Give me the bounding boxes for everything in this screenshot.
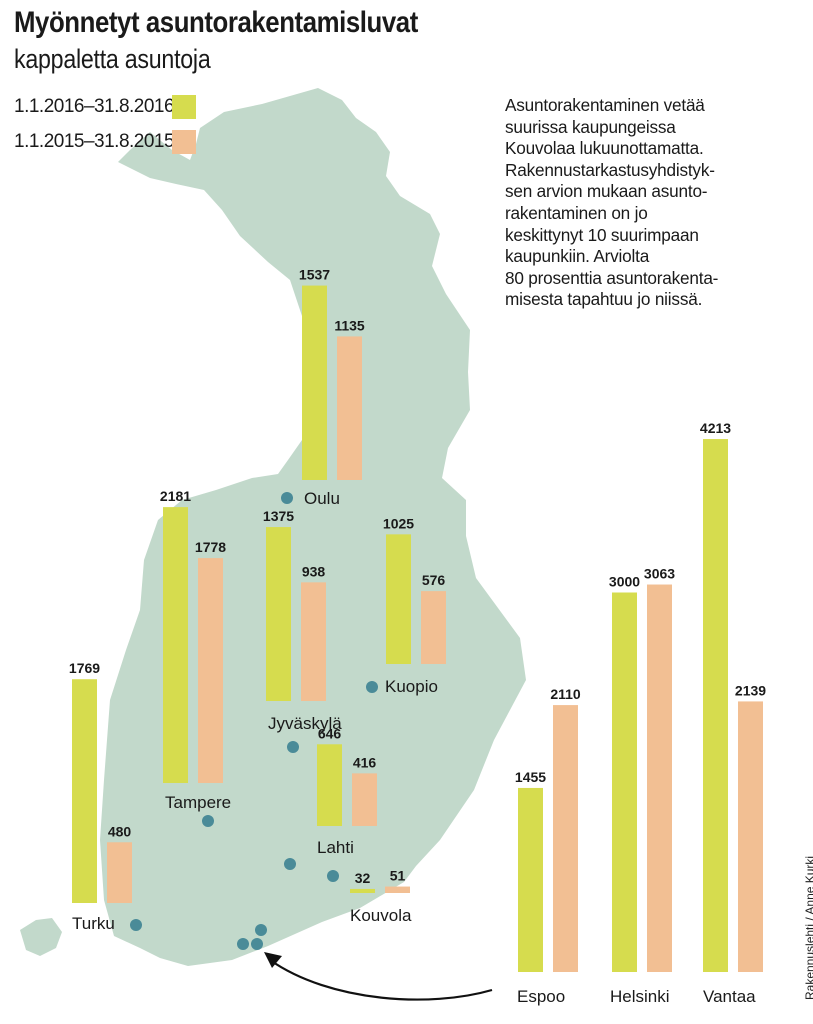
legend-swatch-2016	[172, 95, 196, 119]
legend-swatch-2015	[172, 130, 196, 154]
data-label-turku-2015: 480	[108, 823, 132, 839]
city-dot-turku	[130, 919, 142, 931]
bar-espoo-2016	[518, 787, 543, 972]
bar-espoo-2015	[553, 705, 578, 972]
note-line: Asuntorakentaminen vetää	[505, 95, 705, 115]
city-label-oulu: Oulu	[304, 489, 340, 508]
note-line: sen arvion mukaan asunto-	[505, 181, 708, 202]
bar-kuopio-2016	[386, 534, 411, 664]
capital-area-city-dot	[251, 938, 263, 950]
bar-helsinki-2015	[647, 584, 672, 972]
city-label-kouvola: Kouvola	[350, 906, 412, 925]
city-label-lahti: Lahti	[317, 838, 354, 857]
data-label-kouvola-2015: 51	[390, 868, 406, 884]
data-label-oulu-2015: 1135	[334, 317, 365, 333]
note-line: Rakennustarkastusyhdistyk-	[505, 159, 715, 180]
city-label-vantaa: Vantaa	[703, 987, 756, 1006]
data-label-espoo-2016: 1455	[515, 769, 546, 785]
data-label-oulu-2016: 1537	[299, 267, 330, 283]
legend-label-2016: 1.1.2016–31.8.2016	[14, 96, 175, 117]
capital-area-city-dot	[237, 938, 249, 950]
data-label-jyväskylä-2016: 1375	[263, 508, 294, 524]
city-dot-kouvola	[327, 870, 339, 882]
capital-area-city-dot	[255, 924, 267, 936]
source-credit: Rakennuslehti / Anne Kurki	[803, 855, 813, 1000]
city-label-kuopio: Kuopio	[385, 677, 438, 696]
legend-label-2015: 1.1.2015–31.8.2015	[14, 131, 175, 152]
bar-kouvola-2015	[385, 886, 410, 893]
bar-tampere-2016	[163, 507, 188, 783]
city-label-helsinki: Helsinki	[610, 987, 670, 1006]
note-line: keskittynyt 10 suurimpaan	[505, 224, 699, 245]
data-label-kuopio-2016: 1025	[383, 515, 414, 531]
bar-kuopio-2015	[421, 591, 446, 664]
data-label-tampere-2016: 2181	[160, 488, 191, 504]
bar-lahti-2016	[317, 744, 342, 826]
bar-kouvola-2016	[350, 888, 375, 893]
data-label-espoo-2015: 2110	[550, 686, 581, 702]
chart-subtitle: kappaletta asuntoja	[14, 44, 211, 74]
city-dot-lahti	[284, 858, 296, 870]
city-label-espoo: Espoo	[517, 987, 565, 1006]
data-label-turku-2016: 1769	[69, 660, 100, 676]
chart-title: Myönnetyt asuntorakentamisluvat	[14, 6, 418, 39]
bar-tampere-2015	[198, 558, 223, 783]
city-dot-tampere	[202, 815, 214, 827]
data-label-kouvola-2016: 32	[355, 870, 371, 886]
data-label-tampere-2015: 1778	[195, 539, 226, 555]
aland-islands	[20, 918, 62, 956]
note-line: Kouvolaa lukuunottamatta.	[505, 138, 704, 159]
bar-jyväskylä-2015	[301, 582, 326, 701]
note-text: Asuntorakentaminen vetää suurissa kaupun…	[505, 95, 775, 311]
helsinki-pointer-arrow	[269, 959, 493, 1001]
city-label-jyväskylä: Jyväskylä	[268, 714, 342, 733]
city-dot-kuopio	[366, 681, 378, 693]
data-label-lahti-2016: 646	[318, 725, 342, 741]
bar-vantaa-2016	[703, 439, 728, 972]
arrow-head	[264, 952, 282, 968]
note-line: rakentaminen on jo	[505, 202, 648, 223]
data-label-helsinki-2016: 3000	[609, 574, 640, 590]
note-line: misesta tapahtuu jo niissä.	[505, 289, 703, 310]
city-dot-oulu	[281, 492, 293, 504]
bar-vantaa-2015	[738, 701, 763, 972]
note-line: kaupunkiin. Arviolta	[505, 246, 650, 267]
note-line: suurissa kaupungeissa	[505, 116, 676, 137]
city-label-tampere: Tampere	[165, 793, 231, 812]
bar-turku-2016	[72, 679, 97, 903]
hailuoto-island	[254, 486, 274, 500]
bar-helsinki-2016	[612, 592, 637, 972]
note-line: 80 prosenttia asuntorakenta-	[505, 267, 719, 288]
data-label-kuopio-2015: 576	[422, 572, 446, 588]
city-dot-jyväskylä	[287, 741, 299, 753]
data-label-helsinki-2015: 3063	[644, 566, 675, 582]
bar-turku-2015	[107, 842, 132, 903]
city-label-turku: Turku	[72, 914, 115, 933]
bar-lahti-2015	[352, 773, 377, 826]
bar-oulu-2016	[302, 285, 327, 480]
bar-oulu-2015	[337, 336, 362, 480]
data-label-lahti-2015: 416	[353, 754, 377, 770]
data-label-jyväskylä-2015: 938	[302, 563, 326, 579]
bar-jyväskylä-2016	[266, 527, 291, 701]
data-label-vantaa-2015: 2139	[735, 682, 766, 698]
data-label-vantaa-2016: 4213	[700, 420, 731, 436]
